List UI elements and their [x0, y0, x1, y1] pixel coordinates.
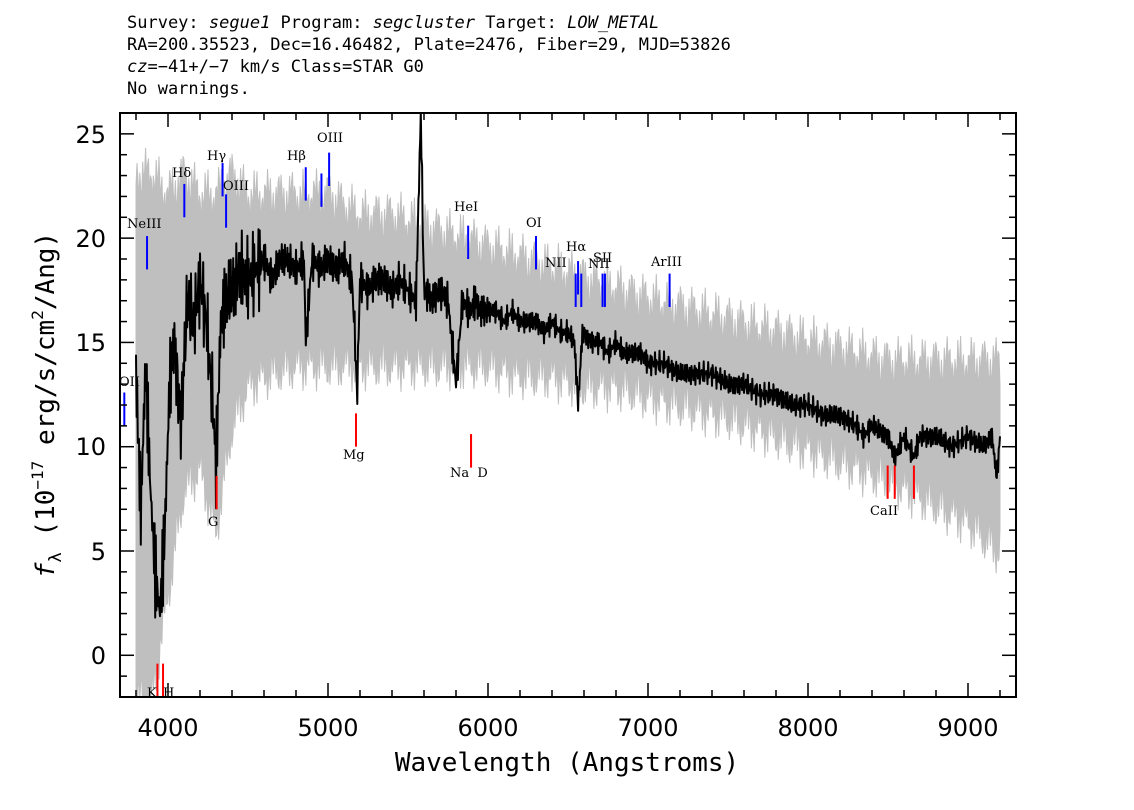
- flux-line: [135, 113, 1001, 619]
- y-tick-labels: 0 5 10 15 20 25: [75, 121, 106, 670]
- line-label-mg: Mg: [343, 448, 365, 463]
- x-tick-labels: 4000 5000 6000 7000 8000 9000: [137, 714, 998, 742]
- target-label: Target:: [475, 13, 568, 33]
- line-label-caii: CaII: [870, 504, 898, 519]
- x-tick-label-8000: 8000: [777, 714, 838, 742]
- line-label-neiii: NeIII: [127, 217, 161, 232]
- line-label-hei: HeI: [454, 200, 478, 215]
- line-label-hdelta: Hδ: [172, 166, 191, 181]
- survey-value: segue1: [208, 13, 271, 33]
- line-label-ariii: ArIII: [650, 255, 682, 270]
- line-marker-layer: [123, 152, 915, 697]
- x-axis-title: Wavelength (Angstroms): [395, 748, 739, 778]
- line-label-k: K: [147, 686, 157, 701]
- survey-label: Survey:: [127, 13, 209, 33]
- line-label-oi: OI: [526, 216, 542, 231]
- header-line-warnings: No warnings.: [127, 79, 250, 99]
- header-line-redshift: cz=−41+/−7 km/s Class=STAR G0: [127, 56, 731, 78]
- line-label-nii-6548: NII: [545, 256, 567, 271]
- y-tick-label-25: 25: [75, 121, 106, 149]
- header-line-coordinates: RA=200.35523, Dec=16.46482, Plate=2476, …: [127, 35, 731, 55]
- line-label-sii: SII: [593, 251, 612, 266]
- line-label-oiii-4363: OIII: [223, 179, 249, 194]
- target-value: LOW_METAL: [567, 13, 660, 33]
- spectrum-header: Survey: segue1 Program: segcluster Targe…: [127, 12, 731, 100]
- flux-layer: [135, 113, 1001, 619]
- y-tick-label-10: 10: [75, 433, 106, 461]
- y-tick-label-20: 20: [75, 225, 106, 253]
- line-label-oii: OII: [119, 375, 140, 390]
- line-label-hbeta: Hβ: [287, 149, 306, 164]
- x-tick-label-4000: 4000: [137, 714, 198, 742]
- y-tick-label-0: 0: [91, 642, 106, 670]
- y-tick-label-15: 15: [75, 329, 106, 357]
- line-label-h: H: [163, 686, 174, 701]
- line-label-nii-6583: NII: [588, 257, 610, 272]
- class-text: km/s Class=STAR G0: [229, 57, 424, 77]
- x-tick-label-5000: 5000: [297, 714, 358, 742]
- line-label-g: G: [208, 515, 218, 530]
- error-envelope-layer: [135, 147, 1001, 697]
- cz-label: cz: [127, 57, 148, 77]
- axis-ticks: [120, 112, 1016, 698]
- line-label-oiii-5007: OIII: [317, 131, 343, 146]
- x-tick-label-6000: 6000: [457, 714, 518, 742]
- line-label-na-d: Na D: [450, 466, 488, 481]
- line-label-halpha: Hα: [566, 240, 586, 255]
- x-tick-label-9000: 9000: [937, 714, 998, 742]
- line-labels: OII NeIII Hδ Hγ OIII Hβ OIII HeI OI NII …: [119, 131, 898, 701]
- program-label: Program:: [270, 13, 373, 33]
- program-value: segcluster: [372, 13, 476, 33]
- line-label-hgamma: Hγ: [207, 149, 226, 164]
- y-tick-label-5: 5: [91, 538, 106, 566]
- cz-value: =−41+/−7: [147, 57, 230, 77]
- error-envelope: [135, 147, 1001, 697]
- header-line-survey: Survey: segue1 Program: segcluster Targe…: [127, 12, 731, 34]
- y-axis-title: fλ (10−17 erg/s/cm2/Ang): [28, 232, 66, 578]
- x-tick-label-7000: 7000: [617, 714, 678, 742]
